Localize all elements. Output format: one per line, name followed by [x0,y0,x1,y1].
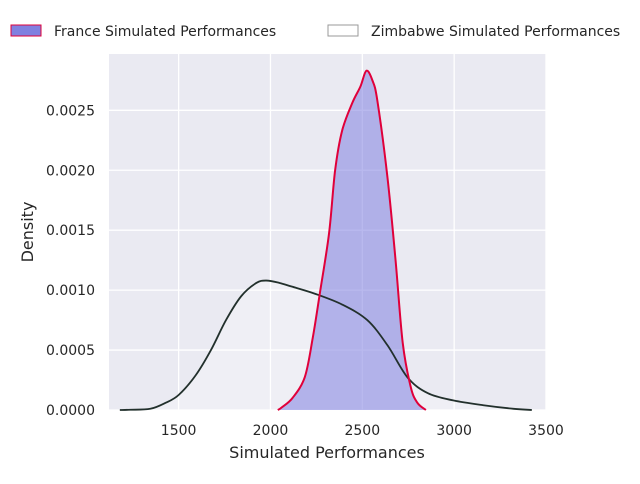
x-tick-label: 1500 [161,423,197,439]
france-density-area [277,70,426,410]
zimbabwe-density-line [119,279,532,411]
y-ticks: 0.0000 0.0005 0.0010 0.0015 0.0020 0.0025 [46,103,95,419]
y-tick-label: 0.0025 [46,103,95,119]
y-tick-label: 0.0000 [46,403,95,419]
series-layer [119,69,532,411]
y-axis-label: Density [18,202,37,263]
legend-swatch-france [10,24,42,37]
x-tick-label: 3500 [528,423,564,439]
france-density-line [277,69,427,411]
legend-swatch-zimbabwe [327,24,359,37]
legend-label-france: France Simulated Performances [54,24,276,40]
x-tick-label: 2000 [253,423,289,439]
x-axis-label: Simulated Performances [229,443,425,462]
y-tick-label: 0.0005 [46,343,95,359]
x-tick-label: 3000 [436,423,472,439]
x-tick-label: 2500 [344,423,380,439]
x-ticks: 1500 2000 2500 3000 3500 [161,423,564,439]
legend-label-zimbabwe: Zimbabwe Simulated Performances [371,24,620,40]
y-tick-label: 0.0015 [46,223,95,239]
y-tick-label: 0.0020 [46,163,95,179]
y-tick-label: 0.0010 [46,283,95,299]
legend: France Simulated Performances Zimbabwe S… [10,24,620,40]
